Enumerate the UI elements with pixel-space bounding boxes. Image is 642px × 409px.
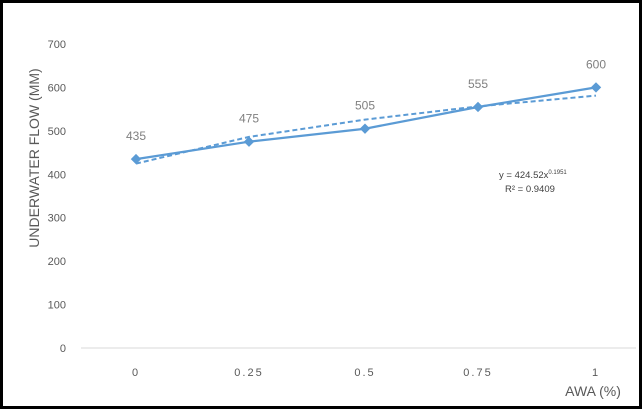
line-chart: 0 100 200 300 400 500 600 700 0 0.25 0.5 0.75 1 UND… xyxy=(26,39,636,399)
y-axis-ticks: 0 100 200 300 400 500 600 700 xyxy=(48,39,66,355)
x-tick-label: 1 xyxy=(592,367,600,379)
y-tick-label: 200 xyxy=(48,256,66,268)
y-tick-label: 500 xyxy=(48,126,66,138)
y-tick-label: 300 xyxy=(48,213,66,225)
x-tick-label: 0 xyxy=(132,367,140,379)
y-tick-label: 600 xyxy=(48,82,66,94)
series-markers xyxy=(130,82,602,165)
x-tick-label: 0.75 xyxy=(463,367,492,379)
data-label: 600 xyxy=(586,57,606,71)
data-point xyxy=(243,136,255,147)
data-point xyxy=(130,153,142,165)
data-label: 555 xyxy=(468,77,488,91)
data-label: 435 xyxy=(126,129,146,143)
trendline-equation-exponent: 0.1951 xyxy=(548,170,567,176)
trendline-r-squared: R² = 0.9409 xyxy=(505,184,555,195)
data-label: 505 xyxy=(355,99,375,113)
trendline xyxy=(135,94,597,165)
y-tick-label: 100 xyxy=(48,300,66,312)
data-labels: 435 475 505 555 600 xyxy=(126,57,606,143)
data-label: 475 xyxy=(239,112,259,126)
y-tick-label: 700 xyxy=(48,39,66,51)
x-axis-title: AWA (%) xyxy=(565,383,621,399)
data-point xyxy=(472,101,484,113)
trendline-equation-prefix: y = 424.52x xyxy=(499,170,549,181)
trendline-equation: y = 424.52x0.1951 xyxy=(499,170,567,181)
x-tick-label: 0.5 xyxy=(354,367,375,379)
data-point xyxy=(359,123,371,134)
x-axis-ticks: 0 0.25 0.5 0.75 1 xyxy=(132,367,600,379)
y-axis-title: UNDERWATER FLOW (MM) xyxy=(26,68,42,247)
y-tick-label: 400 xyxy=(48,169,66,181)
x-tick-label: 0.25 xyxy=(234,367,263,379)
data-point xyxy=(590,82,602,93)
y-tick-label: 0 xyxy=(60,343,66,355)
